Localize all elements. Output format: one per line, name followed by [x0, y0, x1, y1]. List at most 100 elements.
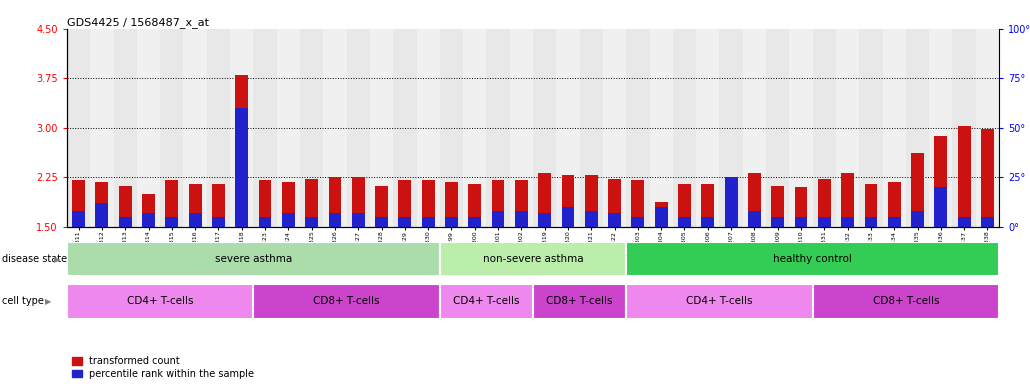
Bar [96, 182, 108, 227]
Bar [491, 180, 505, 227]
Bar [794, 217, 808, 227]
Bar [888, 182, 900, 227]
Bar [719, 29, 743, 227]
Bar [958, 126, 970, 227]
Bar [393, 29, 416, 227]
Text: CD4+ T-cells: CD4+ T-cells [686, 296, 753, 306]
Bar [859, 29, 883, 227]
Bar [416, 29, 440, 227]
Bar [166, 180, 178, 227]
Bar [842, 172, 854, 227]
Bar [725, 184, 737, 227]
Bar [748, 172, 761, 227]
Bar [539, 172, 551, 227]
Bar [67, 284, 253, 319]
Bar [67, 242, 440, 276]
Bar [440, 29, 464, 227]
Text: ▶: ▶ [45, 297, 52, 306]
Bar [748, 211, 761, 227]
Bar [725, 177, 737, 227]
Text: CD8+ T-cells: CD8+ T-cells [872, 296, 939, 306]
Text: ▶: ▶ [54, 255, 60, 264]
Bar [118, 217, 132, 227]
Bar [603, 29, 626, 227]
Bar [678, 184, 691, 227]
Bar [771, 217, 784, 227]
Bar [469, 217, 481, 227]
Bar [212, 184, 225, 227]
Bar [585, 175, 597, 227]
Bar [534, 29, 556, 227]
Text: CD8+ T-cells: CD8+ T-cells [313, 296, 380, 306]
Bar [818, 217, 831, 227]
Bar [626, 242, 999, 276]
Bar [515, 180, 527, 227]
Bar [934, 187, 948, 227]
Bar [469, 184, 481, 227]
Bar [235, 108, 248, 227]
Bar [259, 180, 272, 227]
Text: non-severe asthma: non-severe asthma [483, 254, 583, 264]
Bar [445, 182, 458, 227]
Bar [701, 217, 714, 227]
Bar [912, 153, 924, 227]
Bar [421, 217, 435, 227]
Bar [142, 213, 154, 227]
Bar [556, 29, 580, 227]
Bar [743, 29, 766, 227]
Bar [486, 29, 510, 227]
Bar [464, 29, 486, 227]
Bar [305, 179, 318, 227]
Bar [370, 29, 393, 227]
Bar [655, 207, 667, 227]
Bar [300, 29, 323, 227]
Bar [608, 179, 621, 227]
Bar [67, 29, 91, 227]
Bar [352, 213, 365, 227]
Bar [440, 242, 626, 276]
Bar [375, 217, 388, 227]
Bar [188, 184, 202, 227]
Bar [277, 29, 300, 227]
Bar [701, 184, 714, 227]
Bar [305, 217, 318, 227]
Bar [352, 177, 365, 227]
Bar [118, 186, 132, 227]
Bar [561, 175, 575, 227]
Bar [510, 29, 534, 227]
Bar [534, 284, 626, 319]
Bar [696, 29, 720, 227]
Bar [440, 284, 534, 319]
Bar [631, 180, 645, 227]
Bar [934, 136, 948, 227]
Bar [655, 202, 667, 227]
Bar [346, 29, 370, 227]
Bar [626, 29, 650, 227]
Bar [253, 284, 440, 319]
Bar [906, 29, 929, 227]
Bar [399, 180, 411, 227]
Bar [183, 29, 207, 227]
Bar [207, 29, 230, 227]
Bar [585, 211, 597, 227]
Bar [842, 217, 854, 227]
Legend: transformed count, percentile rank within the sample: transformed count, percentile rank withi… [72, 356, 254, 379]
Bar [282, 182, 295, 227]
Bar [375, 186, 388, 227]
Bar [188, 213, 202, 227]
Bar [161, 29, 183, 227]
Bar [650, 29, 673, 227]
Bar [929, 29, 953, 227]
Bar [235, 75, 248, 227]
Bar [580, 29, 603, 227]
Bar [836, 29, 859, 227]
Text: CD4+ T-cells: CD4+ T-cells [127, 296, 194, 306]
Bar [631, 217, 645, 227]
Bar [230, 29, 253, 227]
Bar [912, 211, 924, 227]
Bar [883, 29, 906, 227]
Text: cell type: cell type [2, 296, 44, 306]
Bar [953, 29, 975, 227]
Bar [137, 29, 161, 227]
Bar [794, 187, 808, 227]
